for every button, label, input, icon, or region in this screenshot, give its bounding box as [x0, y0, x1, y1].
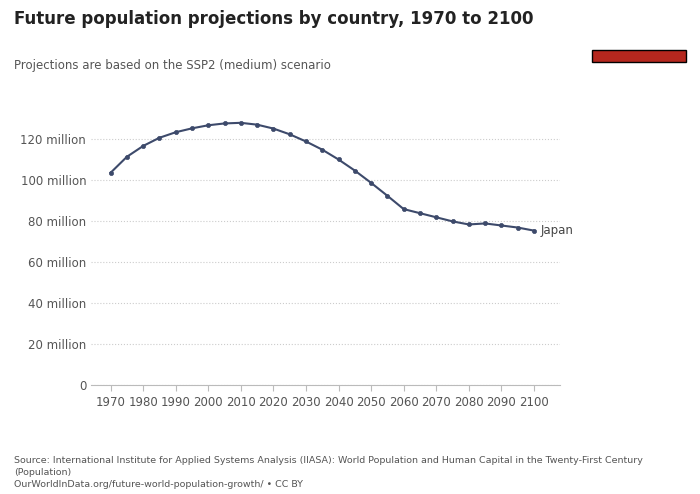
Text: Our World: Our World	[613, 20, 664, 29]
Text: in Data: in Data	[620, 34, 657, 43]
Text: Projections are based on the SSP2 (medium) scenario: Projections are based on the SSP2 (mediu…	[14, 59, 331, 72]
Text: Japan: Japan	[540, 224, 573, 237]
Text: Source: International Institute for Applied Systems Analysis (IIASA): World Popu: Source: International Institute for Appl…	[14, 456, 643, 489]
Text: Future population projections by country, 1970 to 2100: Future population projections by country…	[14, 10, 533, 28]
FancyBboxPatch shape	[592, 50, 686, 62]
